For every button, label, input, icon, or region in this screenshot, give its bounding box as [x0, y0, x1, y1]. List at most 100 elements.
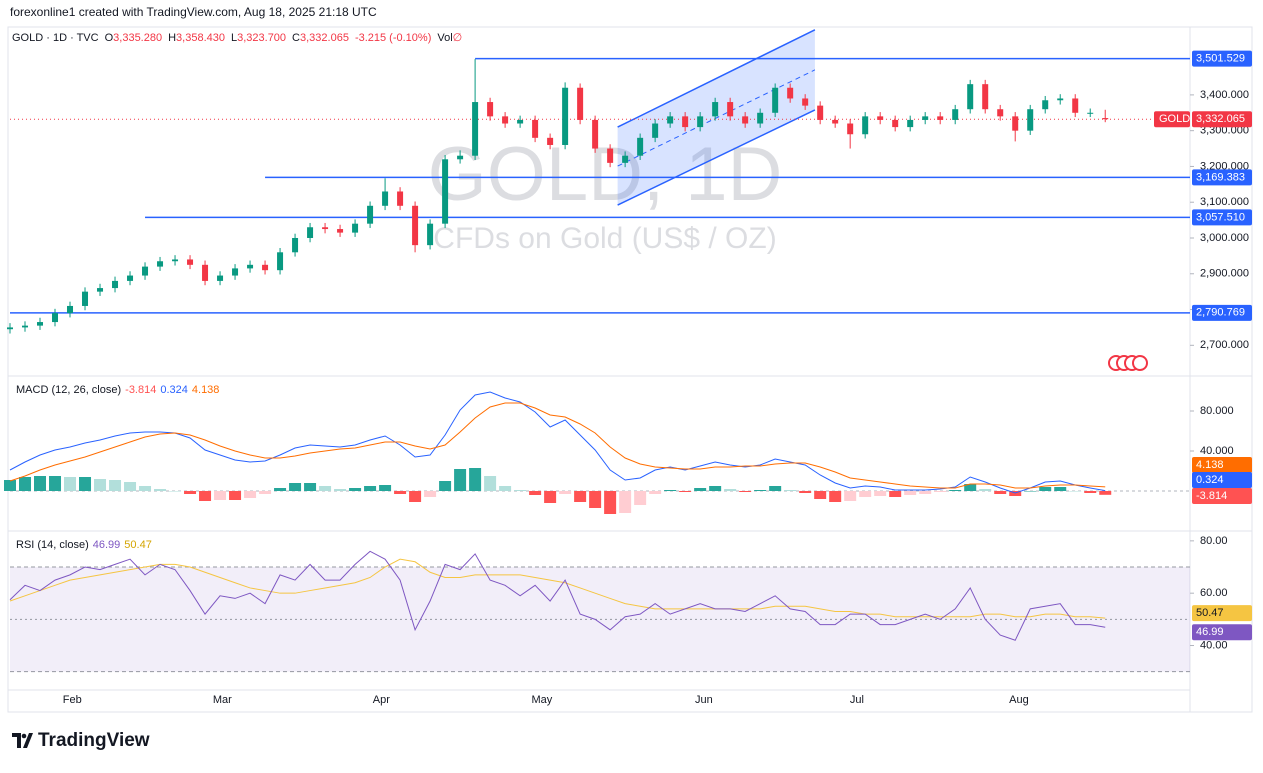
candle-body	[502, 116, 509, 124]
histogram-bar	[724, 489, 737, 491]
rsi-ma-value-label-bg	[1192, 605, 1252, 622]
legend-key: H	[168, 32, 176, 44]
histogram-bar	[109, 480, 122, 491]
x-tick-label: Aug	[1009, 694, 1029, 706]
candle-body	[187, 259, 194, 265]
histogram-bar	[814, 491, 827, 499]
histogram-bar	[604, 491, 617, 514]
macd-value-label-text: 0.324	[1196, 474, 1224, 486]
candle-body	[97, 288, 104, 292]
histogram-bar	[259, 491, 272, 494]
candle-body	[172, 259, 179, 262]
macd-line	[9, 391, 1106, 494]
histogram-bar	[754, 490, 767, 491]
histogram-bar	[664, 490, 677, 491]
histogram-bar	[934, 491, 947, 492]
candle-body	[532, 119, 539, 138]
candle-body	[967, 84, 974, 110]
candle-body	[592, 119, 599, 149]
level-label-bg	[1192, 169, 1252, 186]
histogram-bar	[574, 491, 587, 502]
histogram-bar	[889, 491, 902, 497]
y-tick-label: 3,300.000	[1200, 125, 1249, 137]
histogram-bar	[859, 491, 872, 497]
candle-body	[742, 116, 749, 124]
histogram-bar	[169, 491, 182, 492]
candle-body	[607, 148, 614, 163]
histogram-bar	[184, 491, 197, 494]
candle-body	[1102, 118, 1109, 120]
candle-body	[442, 159, 449, 224]
histogram-bar	[94, 479, 107, 491]
histogram-bar	[784, 490, 797, 491]
signal-line	[9, 402, 1106, 489]
level-label: 2,790.769	[1192, 304, 1252, 321]
channel-line	[617, 29, 816, 128]
candle-body	[682, 116, 689, 128]
histogram-bar	[49, 476, 62, 491]
macd-legend: MACD (12, 26, close) -3.814 0.324 4.138	[16, 384, 219, 396]
y-tick-label: 3,400.000	[1200, 89, 1249, 101]
histogram-bar	[439, 481, 452, 491]
candle-body	[277, 252, 284, 271]
candle-body	[577, 87, 584, 120]
legend-value: 3,332.065	[300, 32, 349, 44]
legend-volume-value: ∅	[453, 32, 463, 44]
y-tick-label: 3,000.000	[1200, 232, 1249, 244]
histogram-bar	[874, 491, 887, 496]
legend: GOLD · 1D · TVC O3,335.280 H3,358.430 L3,32…	[12, 32, 462, 44]
candle-body	[7, 327, 13, 330]
histogram-bar	[679, 491, 692, 492]
y-tick-label: 40.00	[1200, 639, 1228, 651]
candle-body	[787, 87, 794, 99]
rsi-ma-line	[9, 558, 1106, 619]
histogram-value: -3.814	[125, 384, 156, 396]
histogram-bar	[34, 476, 47, 491]
y-tick-label: 60.00	[1200, 587, 1228, 599]
histogram-bar	[994, 491, 1007, 494]
legend-change: -3.215 (-0.10%)	[355, 32, 431, 44]
rsi-ma-value: 50.47	[124, 539, 152, 551]
histogram-bar	[1084, 491, 1097, 493]
panel-title: RSI (14, close)	[16, 539, 89, 551]
macd-value-label: 0.324	[1192, 472, 1252, 488]
level-label-bg	[1192, 50, 1252, 67]
level-label-text: 2,790.769	[1196, 307, 1245, 319]
logo-icon	[12, 733, 33, 748]
candle-body	[1027, 109, 1034, 131]
candle-body	[427, 223, 434, 246]
candle-body	[547, 137, 554, 145]
histogram-bar	[214, 491, 227, 500]
candle-body	[292, 237, 299, 253]
candle-body	[22, 325, 29, 328]
histogram-bar	[979, 489, 992, 491]
candle-body	[487, 102, 494, 117]
candle-body	[142, 266, 149, 276]
logo-text: TradingView	[38, 730, 150, 751]
candle-body	[397, 191, 404, 206]
y-tick-label: 40.000	[1200, 445, 1234, 457]
x-tick-label: Jun	[695, 694, 713, 706]
candle-body	[862, 116, 869, 135]
symbol-label: GOLD	[1154, 111, 1190, 128]
candle-body	[382, 191, 389, 206]
histogram-bar	[829, 491, 842, 502]
histogram-bar	[649, 491, 662, 494]
flag-icon	[1108, 355, 1148, 371]
histogram-bar	[514, 490, 527, 491]
candle-body	[307, 227, 314, 238]
histogram-bar	[769, 486, 782, 491]
candle-body	[832, 119, 839, 124]
x-tick-label: Mar	[213, 694, 232, 706]
last-price-label-text: 3,332.065	[1196, 113, 1245, 125]
histogram-bar	[559, 491, 572, 494]
histogram-bar	[1069, 491, 1082, 492]
candle-body	[937, 116, 944, 120]
panel-title: MACD (12, 26, close)	[16, 384, 121, 396]
y-tick-label: 2,900.000	[1200, 268, 1249, 280]
level-label-bg	[1192, 304, 1252, 321]
candle-body	[322, 227, 329, 230]
y-tick-label: 80.00	[1200, 535, 1228, 547]
candle-body	[517, 119, 524, 124]
